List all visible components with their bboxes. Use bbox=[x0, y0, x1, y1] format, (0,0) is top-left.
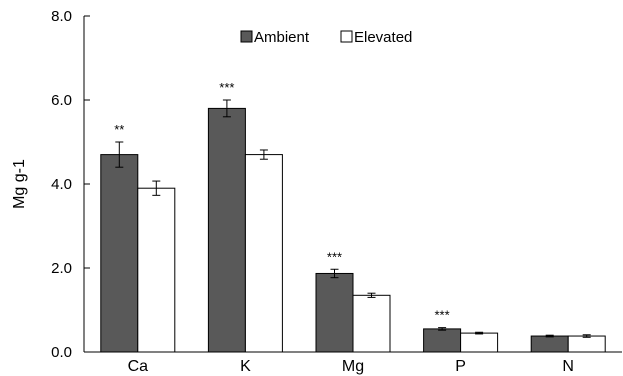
x-tick-label: N bbox=[562, 358, 574, 375]
legend-label-ambient: Ambient bbox=[254, 29, 310, 46]
significance-label: ** bbox=[114, 122, 124, 137]
bar-elevated-k bbox=[244, 154, 283, 353]
significance-labels: *********** bbox=[114, 80, 449, 323]
bar-elevated-mg bbox=[352, 294, 391, 353]
x-tick-label: K bbox=[240, 358, 251, 375]
bar-elevated-n bbox=[567, 335, 606, 353]
x-tick-label: P bbox=[455, 358, 466, 375]
y-tick-label: 6.0 bbox=[51, 92, 72, 109]
y-tick-label: 0.0 bbox=[51, 344, 72, 361]
y-tick-label: 8.0 bbox=[51, 8, 72, 25]
y-tick-label: 2.0 bbox=[51, 260, 72, 277]
bar-ambient-k bbox=[207, 107, 246, 353]
x-tick-label: Mg bbox=[342, 358, 364, 375]
significance-label: *** bbox=[327, 249, 342, 264]
bar-ambient-p bbox=[423, 328, 462, 353]
error-bars bbox=[115, 99, 591, 338]
significance-label: *** bbox=[219, 80, 234, 95]
legend-label-elevated: Elevated bbox=[354, 29, 412, 46]
x-tick-labels: Ca K Mg P N bbox=[128, 358, 574, 375]
legend-swatch-elevated bbox=[340, 30, 353, 43]
legend-swatch-ambient bbox=[240, 30, 253, 43]
bar-ambient-mg bbox=[315, 272, 354, 353]
y-ticks: 0.0 2.0 4.0 6.0 8.0 bbox=[51, 8, 90, 361]
y-axis-label: Mg g-1 bbox=[11, 159, 28, 209]
bar-elevated-p bbox=[460, 332, 499, 353]
legend: Ambient Elevated bbox=[240, 29, 412, 46]
y-tick-label: 4.0 bbox=[51, 176, 72, 193]
x-tick-label: Ca bbox=[128, 358, 149, 375]
bar-ambient-n bbox=[530, 335, 569, 353]
bar-ambient-ca bbox=[100, 154, 139, 353]
significance-label: *** bbox=[435, 308, 450, 323]
bars bbox=[100, 107, 606, 353]
bar-elevated-ca bbox=[137, 187, 176, 353]
